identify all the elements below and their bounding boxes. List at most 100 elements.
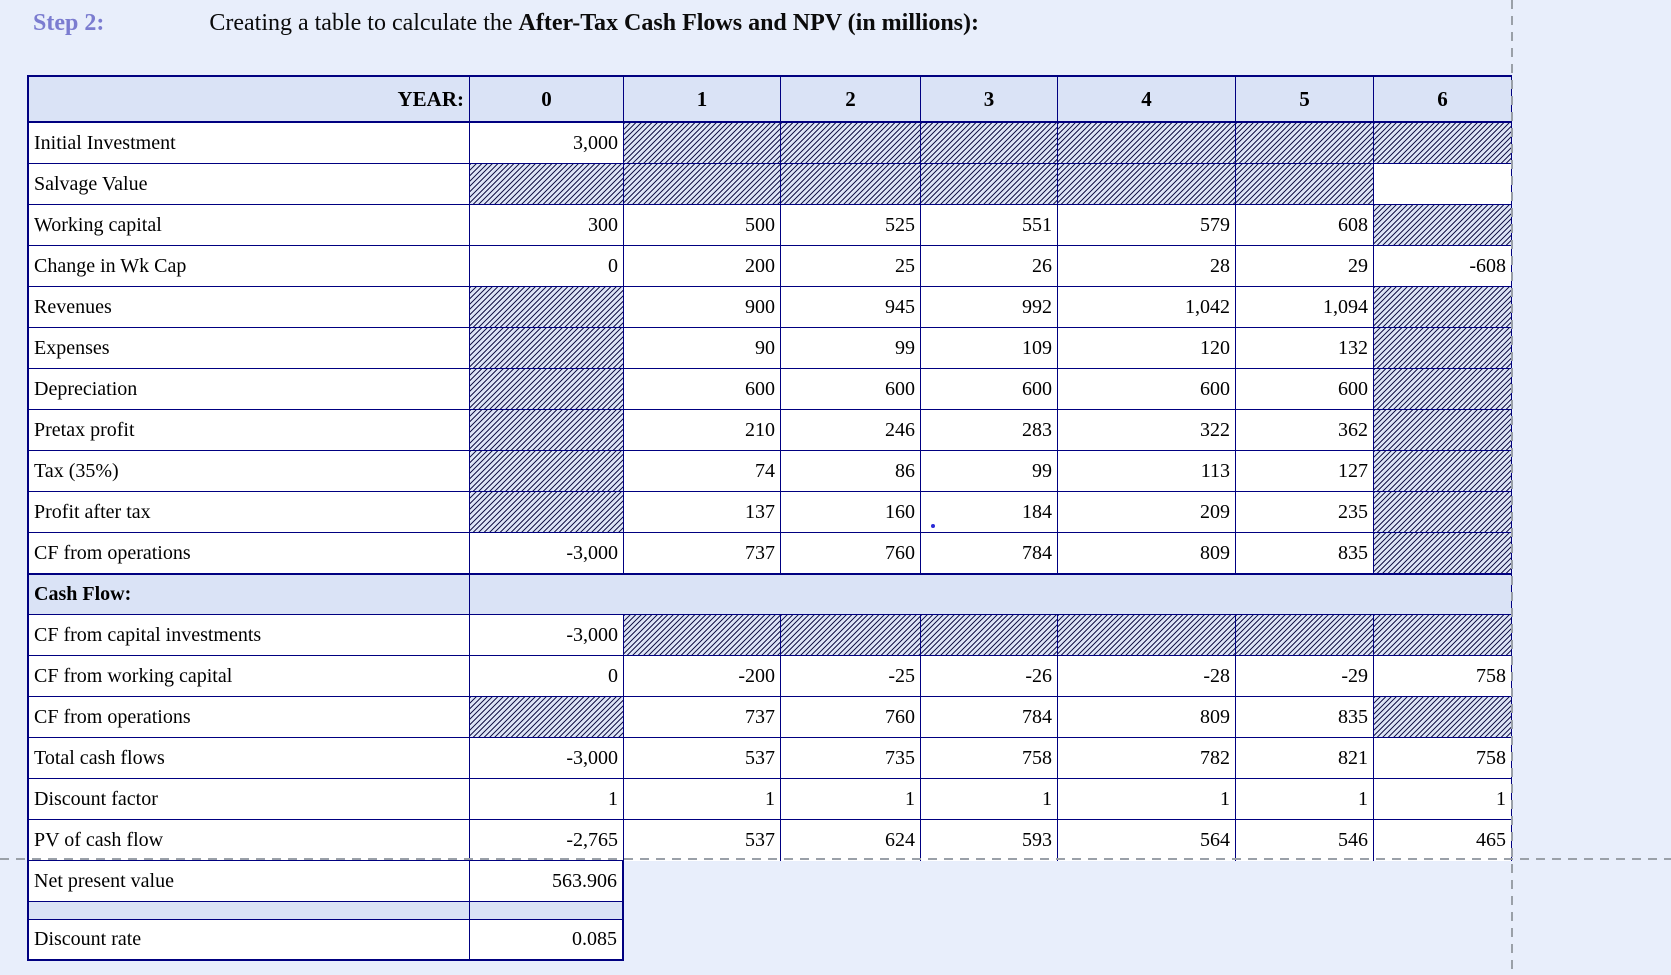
na-hatch-cell[interactable] [1374,123,1512,164]
data-cell[interactable]: 113 [1058,451,1236,492]
data-cell[interactable]: 608 [1236,205,1374,246]
data-cell[interactable]: 200 [624,246,781,287]
data-cell[interactable]: 758 [921,738,1058,779]
na-hatch-cell[interactable] [1374,328,1512,369]
data-cell[interactable]: 86 [781,451,921,492]
footer-label-cell[interactable]: Net present value [27,861,470,902]
data-cell[interactable]: 90 [624,328,781,369]
footer-value-cell[interactable] [470,902,624,920]
data-cell[interactable]: 26 [921,246,1058,287]
row-label-cell[interactable]: CF from operations [27,697,470,738]
na-hatch-cell[interactable] [781,164,921,205]
na-hatch-cell[interactable] [1374,369,1512,410]
footer-label-cell[interactable] [27,902,470,920]
year-cell[interactable]: 4 [1058,75,1236,123]
data-cell[interactable]: 735 [781,738,921,779]
row-label-cell[interactable]: Salvage Value [27,164,470,205]
data-cell[interactable]: 209 [1058,492,1236,533]
na-hatch-cell[interactable] [781,123,921,164]
data-cell[interactable]: -3,000 [470,738,624,779]
data-cell[interactable]: 127 [1236,451,1374,492]
data-cell[interactable]: 525 [781,205,921,246]
data-cell[interactable]: 546 [1236,820,1374,861]
na-hatch-cell[interactable] [470,410,624,451]
row-label-cell[interactable]: Pretax profit [27,410,470,451]
data-cell[interactable]: 835 [1236,533,1374,574]
data-cell[interactable]: 300 [470,205,624,246]
data-cell[interactable]: -28 [1058,656,1236,697]
row-label-cell[interactable]: Tax (35%) [27,451,470,492]
data-cell[interactable]: 809 [1058,533,1236,574]
footer-value-cell[interactable]: 563.906 [470,861,624,902]
data-cell[interactable]: -29 [1236,656,1374,697]
data-cell[interactable]: 1 [1236,779,1374,820]
data-cell[interactable]: 564 [1058,820,1236,861]
data-cell[interactable]: -2,765 [470,820,624,861]
na-hatch-cell[interactable] [470,451,624,492]
na-hatch-cell[interactable] [470,328,624,369]
data-cell[interactable]: 537 [624,738,781,779]
data-cell[interactable]: 579 [1058,205,1236,246]
data-cell[interactable]: 1,042 [1058,287,1236,328]
na-hatch-cell[interactable] [781,615,921,656]
row-label-cell[interactable]: Revenues [27,287,470,328]
data-cell[interactable]: 1 [921,779,1058,820]
data-cell[interactable]: 821 [1236,738,1374,779]
blank-cell[interactable] [1374,164,1512,205]
row-label-cell[interactable]: PV of cash flow [27,820,470,861]
na-hatch-cell[interactable] [1058,615,1236,656]
data-cell[interactable]: 600 [1058,369,1236,410]
data-cell[interactable]: 0 [470,246,624,287]
row-label-cell[interactable]: CF from capital investments [27,615,470,656]
year-cell[interactable]: 6 [1374,75,1512,123]
data-cell[interactable]: -200 [624,656,781,697]
data-cell[interactable]: 184 [921,492,1058,533]
data-cell[interactable]: 500 [624,205,781,246]
na-hatch-cell[interactable] [1374,205,1512,246]
year-cell[interactable]: 5 [1236,75,1374,123]
data-cell[interactable]: 1 [1058,779,1236,820]
na-hatch-cell[interactable] [1236,164,1374,205]
data-cell[interactable]: 760 [781,533,921,574]
row-label-cell[interactable]: Initial Investment [27,123,470,164]
na-hatch-cell[interactable] [921,615,1058,656]
na-hatch-cell[interactable] [470,369,624,410]
data-cell[interactable]: 3,000 [470,123,624,164]
data-cell[interactable]: 235 [1236,492,1374,533]
data-cell[interactable]: 1 [624,779,781,820]
na-hatch-cell[interactable] [1374,533,1512,574]
data-cell[interactable]: 465 [1374,820,1512,861]
data-cell[interactable]: 322 [1058,410,1236,451]
year-cell[interactable]: 2 [781,75,921,123]
na-hatch-cell[interactable] [470,164,624,205]
data-cell[interactable]: -608 [1374,246,1512,287]
data-cell[interactable]: -25 [781,656,921,697]
year-cell[interactable]: 3 [921,75,1058,123]
na-hatch-cell[interactable] [921,123,1058,164]
data-cell[interactable]: 782 [1058,738,1236,779]
na-hatch-cell[interactable] [624,164,781,205]
data-cell[interactable]: 945 [781,287,921,328]
na-hatch-cell[interactable] [1374,287,1512,328]
data-cell[interactable]: -26 [921,656,1058,697]
na-hatch-cell[interactable] [1236,615,1374,656]
na-hatch-cell[interactable] [470,697,624,738]
data-cell[interactable]: 593 [921,820,1058,861]
data-cell[interactable]: 737 [624,533,781,574]
data-cell[interactable]: 120 [1058,328,1236,369]
na-hatch-cell[interactable] [470,287,624,328]
data-cell[interactable]: 1 [781,779,921,820]
row-label-cell[interactable]: Total cash flows [27,738,470,779]
data-cell[interactable]: 1 [470,779,624,820]
data-cell[interactable]: 137 [624,492,781,533]
data-cell[interactable]: 809 [1058,697,1236,738]
year-header-cell[interactable]: YEAR: [27,75,470,123]
data-cell[interactable]: 992 [921,287,1058,328]
data-cell[interactable]: 624 [781,820,921,861]
data-cell[interactable]: 784 [921,697,1058,738]
data-cell[interactable]: 99 [781,328,921,369]
data-cell[interactable]: 784 [921,533,1058,574]
footer-value-cell[interactable]: 0.085 [470,920,624,961]
data-cell[interactable]: 537 [624,820,781,861]
year-cell[interactable]: 0 [470,75,624,123]
